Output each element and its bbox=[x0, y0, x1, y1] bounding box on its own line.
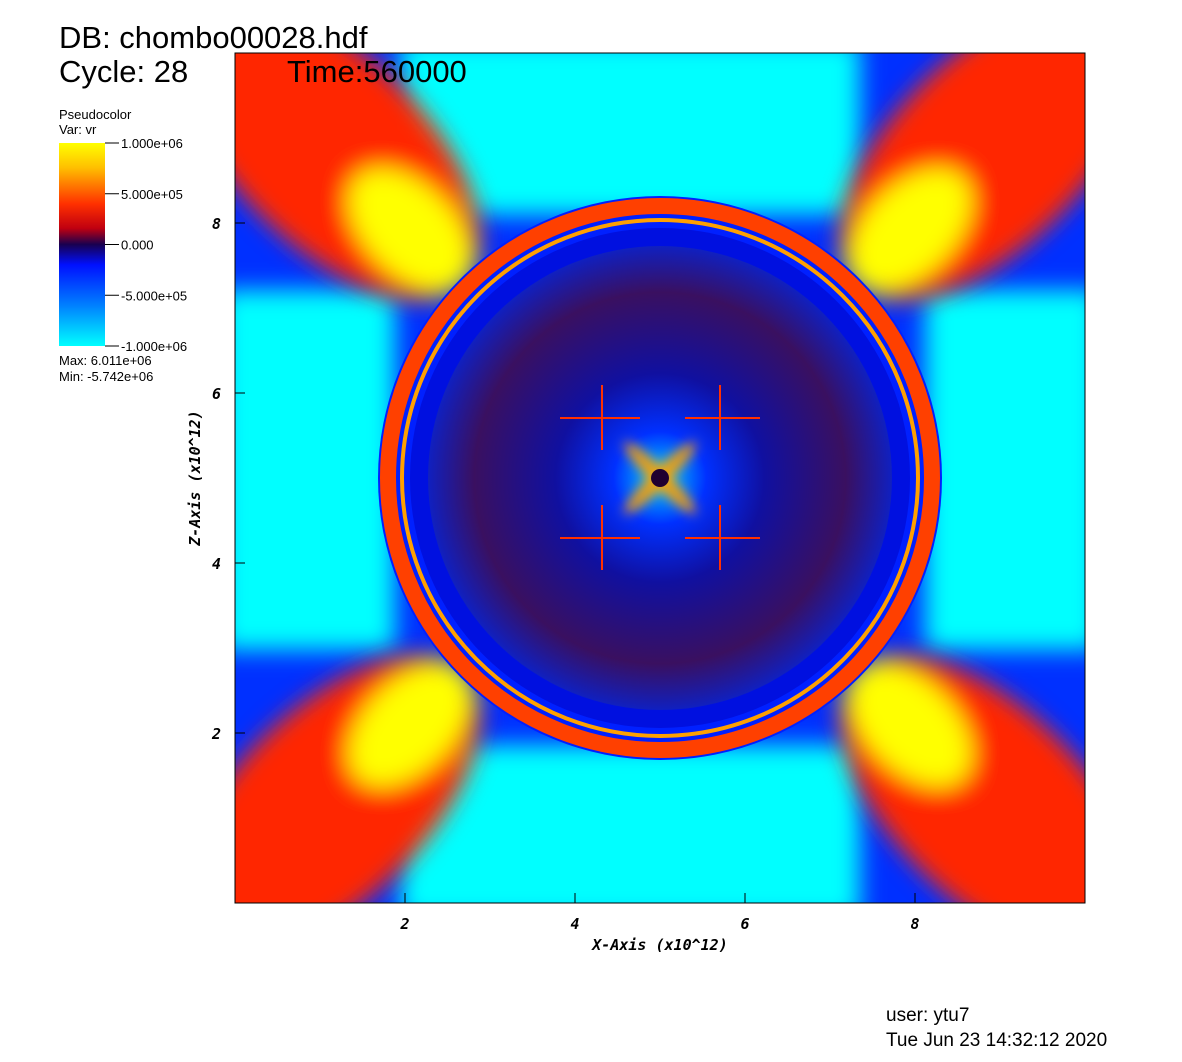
legend-var: Var: vr bbox=[59, 122, 97, 137]
shock-ring bbox=[380, 198, 940, 758]
core bbox=[651, 469, 669, 487]
x-tick-label: 6 bbox=[740, 915, 749, 933]
x-tick-label: 2 bbox=[399, 915, 409, 933]
db-label: DB: chombo00028.hdf bbox=[59, 20, 368, 55]
y-tick-label: 2 bbox=[211, 725, 221, 743]
plot-frame bbox=[234, 52, 1086, 904]
y-tick-label: 6 bbox=[212, 385, 221, 403]
user-label: user: ytu7 bbox=[886, 1005, 969, 1026]
y-tick-label: 8 bbox=[212, 215, 221, 233]
legend-min: Min: -5.742e+06 bbox=[59, 369, 153, 384]
date-label: Tue Jun 23 14:32:12 2020 bbox=[886, 1030, 1107, 1051]
y-axis-label: Z-Axis (x10^12) bbox=[186, 410, 204, 546]
shock-ring-inner bbox=[400, 218, 920, 738]
x-tick-label: 8 bbox=[910, 915, 919, 933]
cyan-regions bbox=[235, 53, 1085, 903]
legend-max: Max: 6.011e+06 bbox=[59, 353, 152, 368]
y-tick-label: 4 bbox=[212, 555, 221, 573]
colorbar-tick-label: 1.000e+06 bbox=[121, 136, 183, 151]
x-axis-label: X-Axis (x10^12) bbox=[590, 936, 727, 954]
colorbar-tick-label: 0.000 bbox=[121, 238, 154, 253]
cycle-label: Cycle: 28 bbox=[59, 54, 188, 89]
colorbar-tick-label: -5.000e+05 bbox=[121, 288, 187, 303]
jet-lobes bbox=[235, 53, 1085, 903]
colorbar bbox=[59, 143, 105, 346]
core-crosses bbox=[560, 385, 760, 570]
colorbar-tick-label: 5.000e+05 bbox=[121, 187, 183, 202]
legend-title: Pseudocolor bbox=[59, 107, 132, 122]
colorbar-tick-label: -1.000e+06 bbox=[121, 339, 187, 354]
x-tick-label: 4 bbox=[570, 915, 579, 933]
field-image bbox=[235, 53, 1085, 903]
time-label: Time:560000 bbox=[287, 54, 467, 89]
